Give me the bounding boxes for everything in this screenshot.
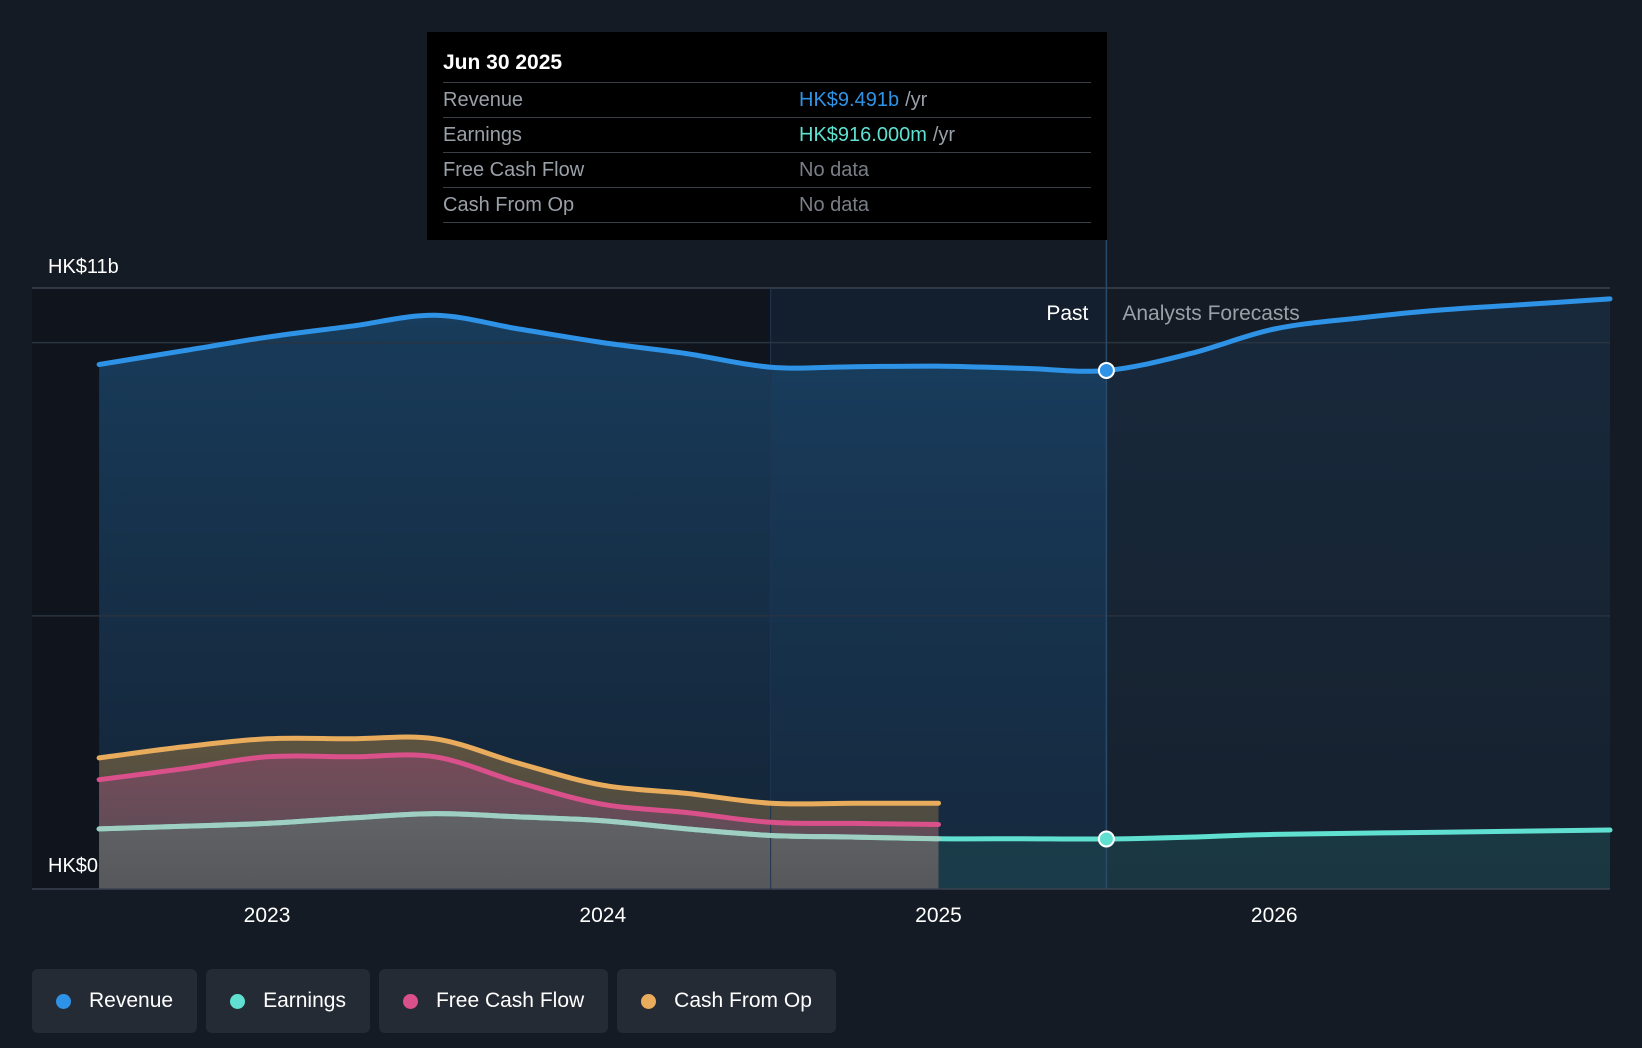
legend: Revenue Earnings Free Cash Flow Cash Fro… (32, 969, 836, 1033)
revenue-marker (1097, 361, 1115, 379)
legend-dot-icon (230, 993, 246, 1009)
earnings-marker (1097, 830, 1115, 848)
tooltip: Jun 30 2025 Revenue HK$9.491b /yr Earnin… (427, 32, 1107, 240)
revenue-area-forecast (1106, 298, 1610, 889)
tooltip-label: Earnings (443, 124, 522, 146)
legend-item-cash-from-op[interactable]: Cash From Op (617, 969, 836, 1033)
legend-item-free-cash-flow[interactable]: Free Cash Flow (378, 969, 609, 1033)
tooltip-label: Free Cash Flow (443, 159, 585, 181)
earnings-line-past (96, 811, 941, 842)
tooltip-label: Cash From Op (443, 194, 575, 216)
legend-label: Free Cash Flow (435, 989, 585, 1012)
tooltip-unit: /yr (905, 89, 928, 111)
tooltip-value: No data (799, 194, 870, 216)
legend-item-earnings[interactable]: Earnings (206, 969, 370, 1033)
x-tick-label: 2024 (579, 904, 626, 927)
tooltip-value: HK$916.000m (799, 124, 927, 146)
revenue-line (96, 296, 1613, 374)
x-tick-label: 2025 (915, 904, 962, 927)
legend-label: Revenue (89, 989, 174, 1012)
earnings-area-past (99, 813, 939, 889)
legend-dot-icon (641, 993, 657, 1009)
legend-dot-icon (56, 993, 71, 1009)
tooltip-unit: /yr (932, 124, 956, 146)
cash-from-op-line (96, 734, 941, 807)
tooltip-row-earnings: Earnings HK$916.000m /yr (443, 117, 1091, 152)
forecast-label: Analysts Forecasts (1122, 302, 1299, 325)
x-tick-label: 2026 (1251, 904, 1298, 927)
tooltip-value: HK$9.491b (799, 89, 900, 111)
tooltip-value: No data (799, 159, 870, 181)
free-cash-flow-line (96, 752, 941, 827)
legend-label: Cash From Op (674, 989, 812, 1012)
y-axis-label-max: HK$11b (48, 256, 119, 278)
y-axis-label-zero: HK$0 (48, 855, 98, 877)
tooltip-label: Revenue (443, 89, 524, 111)
legend-item-revenue[interactable]: Revenue (32, 969, 198, 1033)
tooltip-row-revenue: Revenue HK$9.491b /yr (443, 82, 1091, 117)
tooltip-row-free-cash-flow: Free Cash Flow No data (443, 152, 1091, 187)
tooltip-row-cash-from-op: Cash From Op No data (443, 187, 1091, 223)
legend-label: Earnings (263, 989, 346, 1012)
legend-dot-icon (402, 993, 418, 1009)
tooltip-date: Jun 30 2025 (443, 51, 563, 74)
x-tick-label: 2023 (244, 904, 291, 927)
past-label: Past (1046, 302, 1088, 325)
